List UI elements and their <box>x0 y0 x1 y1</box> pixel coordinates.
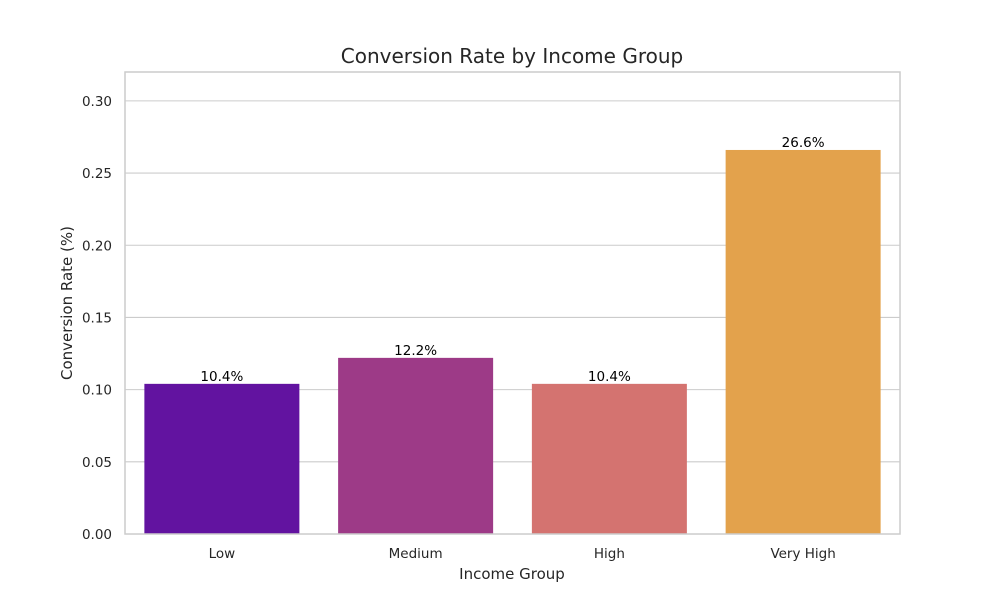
x-tick-label: High <box>594 546 625 562</box>
bar-value-label: 10.4% <box>588 369 631 385</box>
x-tick-label: Low <box>209 546 236 562</box>
bars <box>144 149 881 534</box>
x-axis-ticks: Low Medium High Very High <box>209 546 836 562</box>
y-tick-label: 0.05 <box>82 455 112 471</box>
x-axis-label: Income Group <box>459 565 565 583</box>
bar-medium <box>338 357 494 534</box>
y-tick-label: 0.15 <box>82 310 112 326</box>
y-tick-label: 0.25 <box>82 166 112 182</box>
plot-area-frame <box>124 71 901 535</box>
x-tick-label: Medium <box>389 546 443 562</box>
y-axis-label: Conversion Rate (%) <box>58 226 76 380</box>
y-tick-label: 0.20 <box>82 238 112 254</box>
bar-very-high <box>725 149 881 534</box>
x-tick-label: Very High <box>770 546 835 562</box>
data-labels: 10.4% 12.2% 10.4% 26.6% <box>200 135 824 385</box>
bar-value-label: 10.4% <box>200 369 243 385</box>
bar-value-label: 26.6% <box>782 135 825 151</box>
bar-value-label: 12.2% <box>394 343 437 359</box>
y-tick-label: 0.10 <box>82 383 112 399</box>
bar-low <box>144 383 300 534</box>
chart-title: Conversion Rate by Income Group <box>341 44 683 68</box>
y-axis-ticks: 0.00 0.05 0.10 0.15 0.20 0.25 0.30 <box>82 94 112 543</box>
bar-high <box>531 383 687 534</box>
y-tick-label: 0.00 <box>82 527 112 543</box>
y-tick-label: 0.30 <box>82 94 112 110</box>
